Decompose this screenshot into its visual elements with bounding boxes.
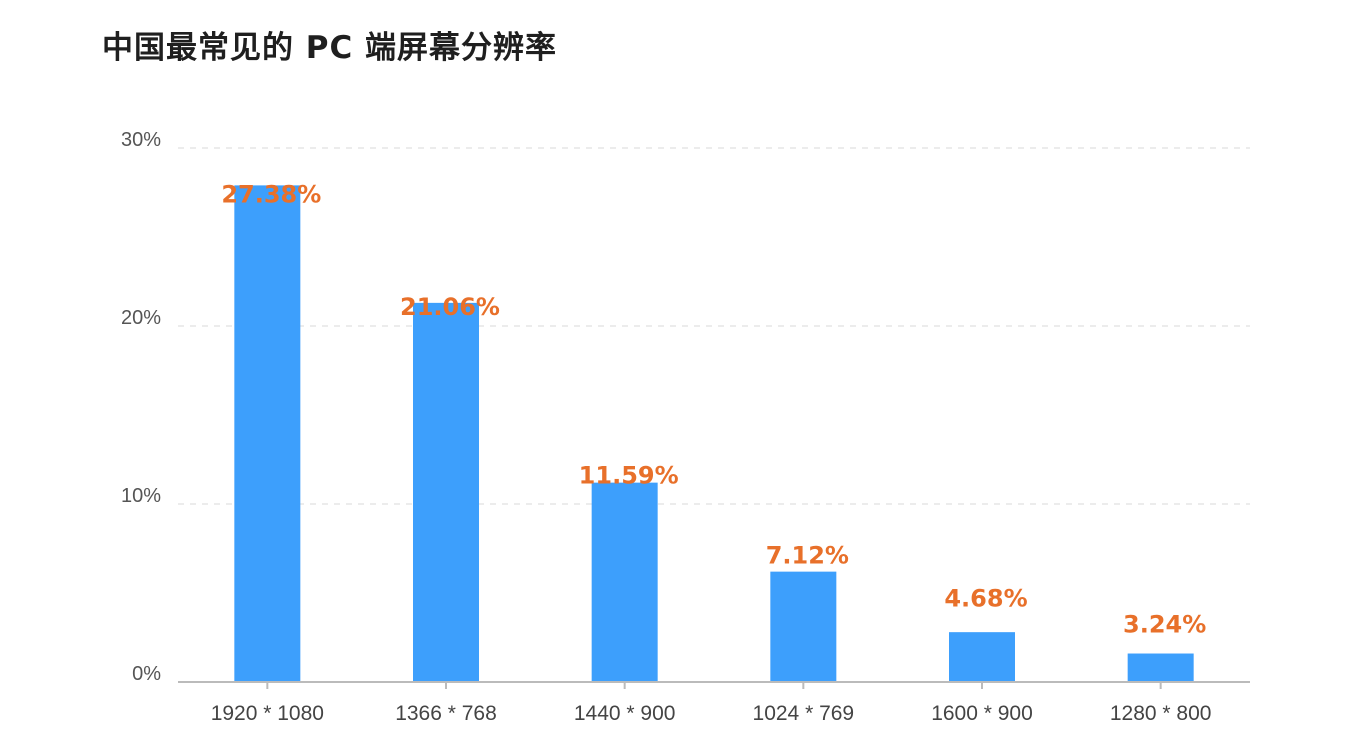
y-tick-label: 30%	[121, 129, 161, 151]
x-tick-label: 1920 * 1080	[211, 702, 324, 725]
x-tick-label: 1440 * 900	[574, 702, 676, 725]
data-label: 21.06%	[400, 293, 500, 321]
bar	[413, 302, 479, 682]
bar	[234, 185, 301, 682]
x-tick-label: 1024 * 769	[753, 702, 855, 725]
data-labels: 27.38% 21.06% 11.59% 7.12% 4.68% 3.24%	[221, 181, 1206, 639]
y-tick-label: 10%	[121, 485, 161, 507]
bar	[770, 571, 837, 682]
data-label: 27.38%	[221, 181, 321, 209]
y-tick-label: 20%	[121, 307, 161, 329]
data-label: 11.59%	[579, 462, 679, 490]
y-tick-label: 0%	[132, 663, 161, 685]
data-label: 4.68%	[944, 585, 1027, 613]
x-axis: 1920 * 1080 1366 * 768 1440 * 900 1024 * 76…	[178, 681, 1250, 725]
bar	[591, 482, 658, 682]
chart-title: 中国最常见的 PC 端屏幕分辨率	[102, 30, 558, 66]
data-label: 3.24%	[1123, 610, 1206, 638]
bar	[949, 632, 1015, 682]
data-label: 7.12%	[766, 541, 849, 569]
y-axis-ticks: 0% 10% 20% 30%	[121, 129, 161, 685]
bar	[1127, 653, 1194, 682]
x-tick-label: 1366 * 768	[395, 702, 497, 725]
gridlines	[178, 147, 1250, 505]
bars	[234, 185, 1194, 682]
x-tick-label: 1280 * 800	[1110, 702, 1212, 725]
x-tick-label: 1600 * 900	[931, 702, 1033, 725]
